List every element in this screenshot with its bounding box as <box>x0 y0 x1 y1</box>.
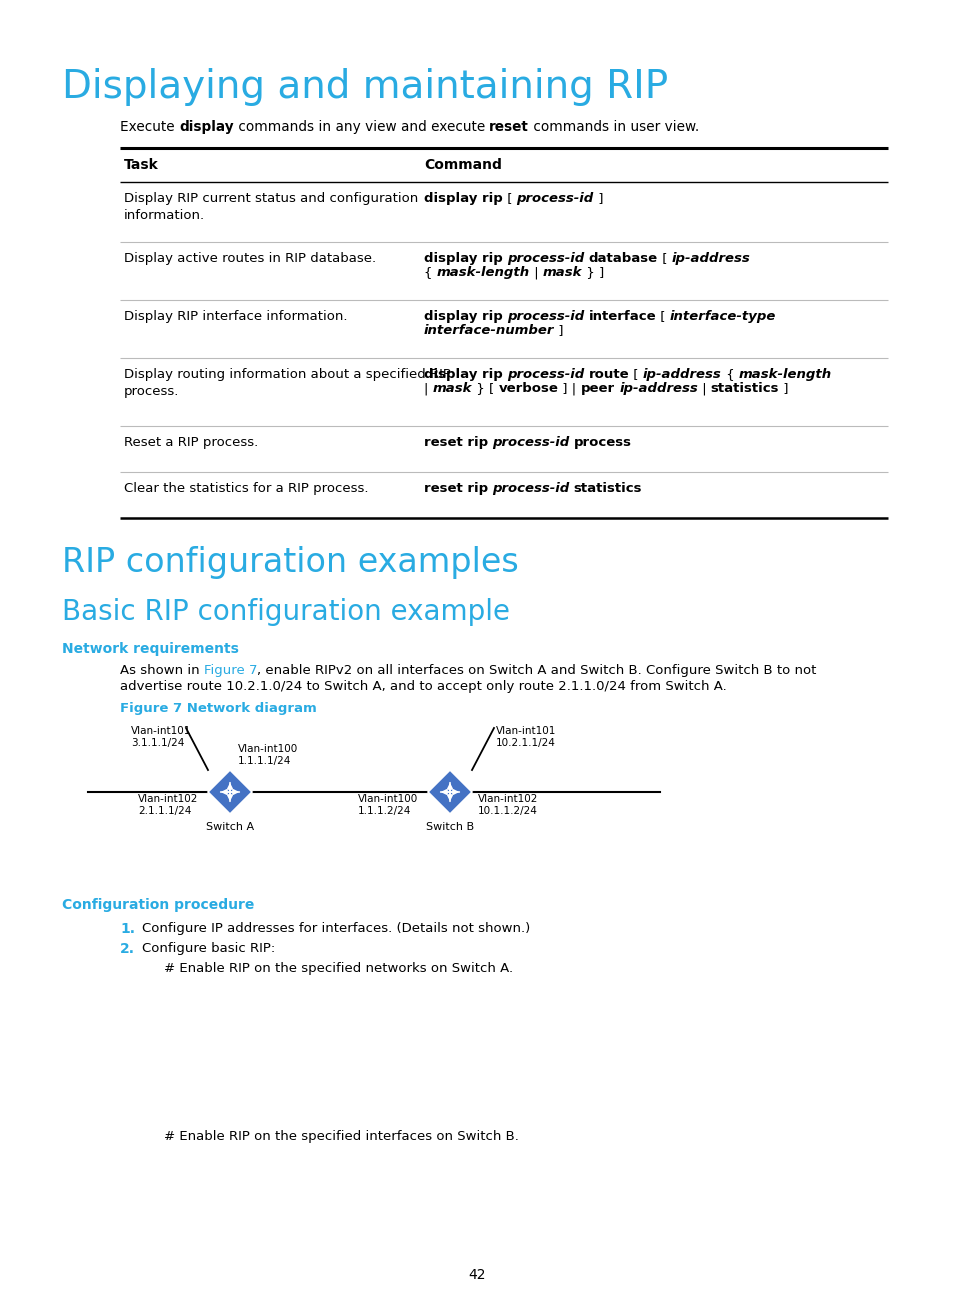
Text: display rip: display rip <box>423 251 502 264</box>
Text: # Enable RIP on the specified networks on Switch A.: # Enable RIP on the specified networks o… <box>164 962 513 975</box>
Text: Vlan-int102
10.1.1.2/24: Vlan-int102 10.1.1.2/24 <box>477 794 537 816</box>
Text: mask: mask <box>432 382 472 395</box>
Text: reset rip: reset rip <box>423 435 488 448</box>
Text: statistics: statistics <box>710 382 779 395</box>
Text: [: [ <box>656 310 669 323</box>
Text: peer: peer <box>580 382 615 395</box>
Text: mask-length: mask-length <box>436 266 529 279</box>
Text: ] |: ] | <box>558 382 580 395</box>
Text: process-id: process-id <box>506 310 583 323</box>
Text: Vlan-int100
1.1.1.2/24: Vlan-int100 1.1.1.2/24 <box>357 794 417 816</box>
Text: Configure IP addresses for interfaces. (Details not shown.): Configure IP addresses for interfaces. (… <box>142 921 530 934</box>
Text: Vlan-int101
10.2.1.1/24: Vlan-int101 10.2.1.1/24 <box>496 726 556 748</box>
Text: Display active routes in RIP database.: Display active routes in RIP database. <box>124 251 375 264</box>
Text: database: database <box>588 251 657 264</box>
Polygon shape <box>208 770 252 814</box>
Text: advertise route 10.2.1.0/24 to Switch A, and to accept only route 2.1.1.0/24 fro: advertise route 10.2.1.0/24 to Switch A,… <box>120 680 726 693</box>
Text: ip-address: ip-address <box>618 382 698 395</box>
Text: Switch B: Switch B <box>425 822 474 832</box>
Polygon shape <box>428 770 472 814</box>
Text: process-id: process-id <box>506 368 583 381</box>
Text: Figure 7 Network diagram: Figure 7 Network diagram <box>120 702 316 715</box>
Text: } ]: } ] <box>581 266 604 279</box>
Text: mask-length: mask-length <box>738 368 831 381</box>
Text: Switch A: Switch A <box>206 822 253 832</box>
Text: reset rip: reset rip <box>423 482 488 495</box>
Text: process-id: process-id <box>492 482 569 495</box>
Text: ]: ] <box>779 382 788 395</box>
Text: Figure 7: Figure 7 <box>204 664 257 677</box>
Text: display: display <box>179 121 233 133</box>
Text: Task: Task <box>124 158 158 172</box>
Text: commands in user view.: commands in user view. <box>529 121 699 133</box>
Text: interface: interface <box>588 310 656 323</box>
Text: commands in any view and execute: commands in any view and execute <box>233 121 489 133</box>
Text: Command: Command <box>423 158 501 172</box>
Text: Clear the statistics for a RIP process.: Clear the statistics for a RIP process. <box>124 482 368 495</box>
Text: Execute: Execute <box>120 121 179 133</box>
Text: display rip: display rip <box>423 368 502 381</box>
Text: ip-address: ip-address <box>642 368 720 381</box>
Text: Display RIP current status and configuration
information.: Display RIP current status and configura… <box>124 192 417 222</box>
Text: verbose: verbose <box>498 382 558 395</box>
Text: mask: mask <box>542 266 581 279</box>
Text: Vlan-int101
3.1.1.1/24: Vlan-int101 3.1.1.1/24 <box>131 726 192 748</box>
Text: display rip: display rip <box>423 192 502 205</box>
Text: Display routing information about a specified RIP
process.: Display routing information about a spec… <box>124 368 451 398</box>
Text: Display RIP interface information.: Display RIP interface information. <box>124 310 347 323</box>
Text: |: | <box>423 382 432 395</box>
Text: process-id: process-id <box>492 435 569 448</box>
Text: } [: } [ <box>472 382 498 395</box>
Text: process-id: process-id <box>516 192 593 205</box>
Text: Network requirements: Network requirements <box>62 642 238 656</box>
Text: Basic RIP configuration example: Basic RIP configuration example <box>62 597 510 626</box>
Text: RIP configuration examples: RIP configuration examples <box>62 546 518 579</box>
Text: 2.: 2. <box>120 942 135 956</box>
Text: display rip: display rip <box>423 310 502 323</box>
Text: |: | <box>529 266 542 279</box>
Text: Configure basic RIP:: Configure basic RIP: <box>142 942 275 955</box>
Text: route: route <box>588 368 628 381</box>
Text: [: [ <box>657 251 671 264</box>
Text: {: { <box>720 368 738 381</box>
Text: [: [ <box>628 368 642 381</box>
Text: Configuration procedure: Configuration procedure <box>62 898 254 912</box>
Text: 42: 42 <box>468 1267 485 1282</box>
Text: process-id: process-id <box>506 251 583 264</box>
Text: [: [ <box>502 192 516 205</box>
Text: Vlan-int100
1.1.1.1/24: Vlan-int100 1.1.1.1/24 <box>237 744 298 766</box>
Text: reset: reset <box>489 121 529 133</box>
Text: ]: ] <box>593 192 602 205</box>
Text: Reset a RIP process.: Reset a RIP process. <box>124 435 258 448</box>
Text: interface-number: interface-number <box>423 324 554 337</box>
Text: Vlan-int102
2.1.1.1/24: Vlan-int102 2.1.1.1/24 <box>138 794 198 816</box>
Text: Displaying and maintaining RIP: Displaying and maintaining RIP <box>62 67 667 106</box>
Text: ]: ] <box>554 324 563 337</box>
Text: 1.: 1. <box>120 921 135 936</box>
Text: interface-type: interface-type <box>669 310 776 323</box>
Text: process: process <box>574 435 631 448</box>
Text: statistics: statistics <box>574 482 641 495</box>
Text: |: | <box>698 382 710 395</box>
Text: As shown in: As shown in <box>120 664 204 677</box>
Text: # Enable RIP on the specified interfaces on Switch B.: # Enable RIP on the specified interfaces… <box>164 1130 518 1143</box>
Text: {: { <box>423 266 436 279</box>
Text: , enable RIPv2 on all interfaces on Switch A and Switch B. Configure Switch B to: , enable RIPv2 on all interfaces on Swit… <box>257 664 816 677</box>
Text: ip-address: ip-address <box>671 251 749 264</box>
